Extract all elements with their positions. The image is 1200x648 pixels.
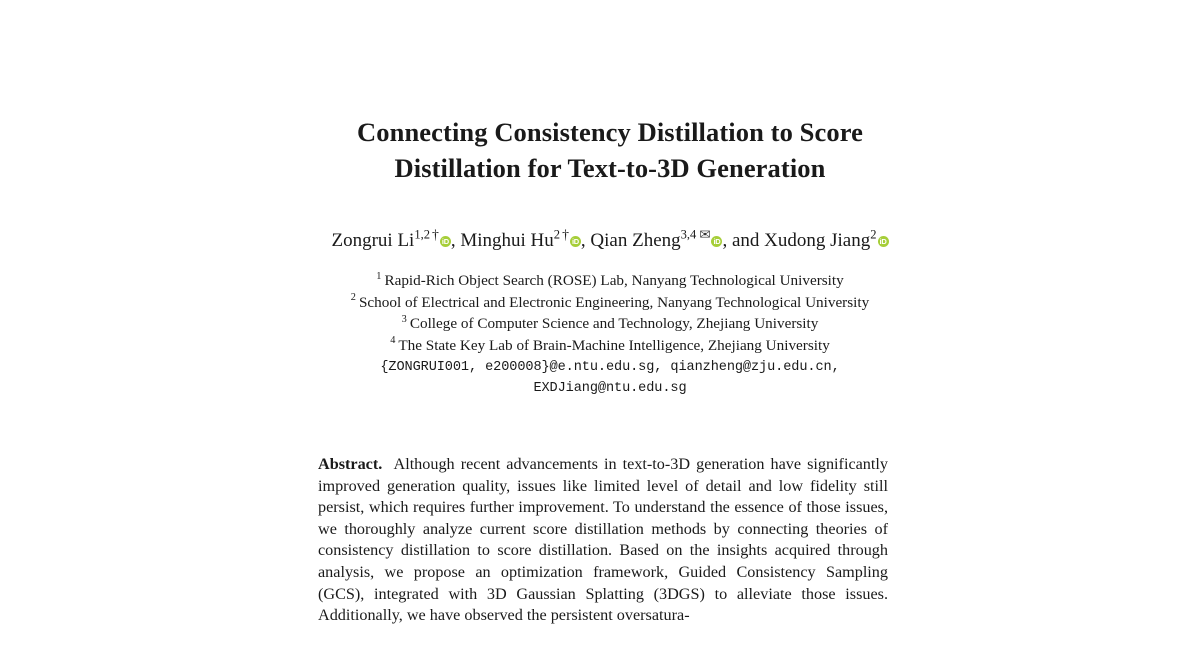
affiliation-mark: 4 xyxy=(390,335,396,347)
author-affiliation-marks: 2 xyxy=(553,227,561,242)
orcid-id-icon[interactable] xyxy=(877,236,889,247)
affiliation-item: 1 Rapid-Rich Object Search (ROSE) Lab, Na… xyxy=(250,270,970,292)
abstract-heading: Abstract. xyxy=(318,455,383,473)
title-line-1: Connecting Consistency Distillation to S… xyxy=(357,117,863,147)
author-list: Zongrui Li1,2†, Minghui Hu2†, Qian Zheng… xyxy=(250,226,970,254)
author-separator: , xyxy=(580,230,591,251)
author-name: Xudong Jiang xyxy=(764,230,871,251)
equal-contribution-dagger: † xyxy=(562,226,569,242)
author-entry: Zongrui Li1,2 † xyxy=(331,226,451,251)
author-affiliation-marks: 2 xyxy=(870,227,877,242)
affiliation-text: Rapid-Rich Object Search (ROSE) Lab, Nan… xyxy=(384,272,844,289)
author-affiliation-marks: 1,2 xyxy=(414,227,431,242)
page-title: Connecting Consistency Distillation to S… xyxy=(260,114,960,186)
abstract-body: Although recent advancements in text-to-… xyxy=(318,455,888,625)
author-entry: Xudong Jiang2 xyxy=(764,227,889,251)
affiliation-mark: 1 xyxy=(376,270,382,282)
author-separator: , xyxy=(450,230,461,251)
email-line[interactable]: {ZONGRUI001, e200008}@e.ntu.edu.sg, qian… xyxy=(380,360,840,375)
author-entry: Minghui Hu2 † xyxy=(460,226,581,251)
orcid-id-icon[interactable] xyxy=(711,236,723,247)
author-affiliation-marks: 3,4 xyxy=(680,227,697,242)
abstract-section: Abstract. Although recent advancements i… xyxy=(318,454,888,627)
affiliation-text: School of Electrical and Electronic Engi… xyxy=(358,293,870,311)
orcid-id-icon[interactable] xyxy=(439,236,451,247)
equal-contribution-dagger: † xyxy=(432,226,439,242)
email-line[interactable]: EXDJiang@ntu.edu.sg xyxy=(533,381,687,396)
author-name: Zongrui Li xyxy=(331,230,415,251)
author-name: Qian Zheng xyxy=(590,230,681,251)
author-entry: Qian Zheng3,4 ✉ xyxy=(590,226,723,251)
corresponding-author-envelope-icon[interactable]: ✉ xyxy=(699,226,711,242)
orcid-id-icon[interactable] xyxy=(569,236,581,247)
title-line-2: Distillation for Text-to-3D Generation xyxy=(394,153,826,183)
affiliation-text: The State Key Lab of Brain-Machine Intel… xyxy=(398,336,830,354)
affiliation-list: 1 Rapid-Rich Object Search (ROSE) Lab, Na… xyxy=(250,270,970,356)
affiliation-mark: 3 xyxy=(401,313,407,325)
affiliation-mark: 2 xyxy=(350,292,356,304)
abstract-paragraph: Abstract. Although recent advancements i… xyxy=(318,454,888,627)
affiliation-text: College of Computer Science and Technolo… xyxy=(409,315,819,332)
affiliation-item: 3 College of Computer Science and Technol… xyxy=(250,313,970,335)
contact-emails: {ZONGRUI001, e200008}@e.ntu.edu.sg, qian… xyxy=(250,357,970,399)
author-name: Minghui Hu xyxy=(460,230,554,251)
affiliation-item: 4 The State Key Lab of Brain-Machine Inte… xyxy=(250,335,970,357)
affiliation-item: 2 School of Electrical and Electronic Eng… xyxy=(250,292,970,314)
author-separator: , and xyxy=(722,230,765,251)
